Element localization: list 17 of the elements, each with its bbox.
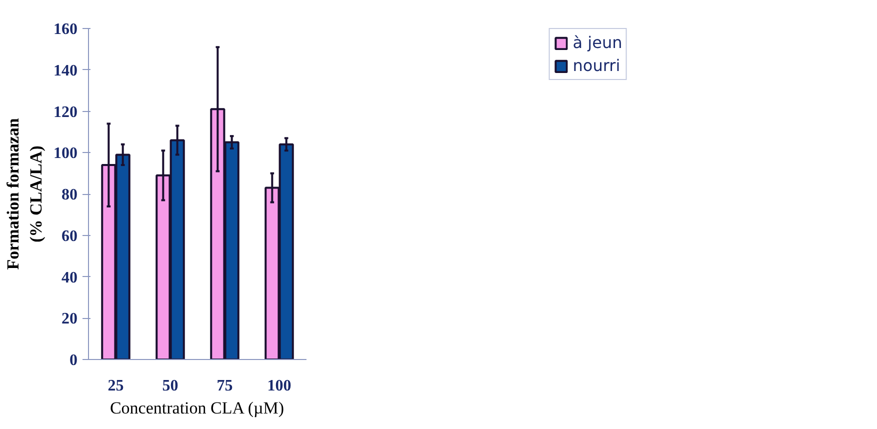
x-axis-title: Concentration CLA (µM)	[110, 398, 284, 418]
legend-label: à jeun	[572, 33, 622, 52]
x-tick-label: 100	[267, 378, 292, 394]
y-tick-label: 160	[54, 21, 78, 38]
y-tick-label: 40	[62, 269, 78, 286]
y-tick-label: 80	[62, 186, 78, 204]
y-tick-label: 120	[54, 104, 78, 121]
y-tick-label: 140	[54, 62, 78, 80]
x-tick-label: 50	[162, 378, 178, 394]
y-tick-label: 100	[54, 145, 78, 162]
x-tick-label: 75	[216, 378, 233, 394]
y-tick-label: 0	[70, 352, 78, 369]
legend-label: nourri	[572, 56, 620, 75]
y-tick-label: 20	[62, 310, 78, 328]
y-tick-label: 60	[62, 228, 78, 245]
y-axis-title: Formation formazan (% CLA/LA)	[4, 118, 46, 270]
x-tick-label: 25	[108, 378, 124, 394]
